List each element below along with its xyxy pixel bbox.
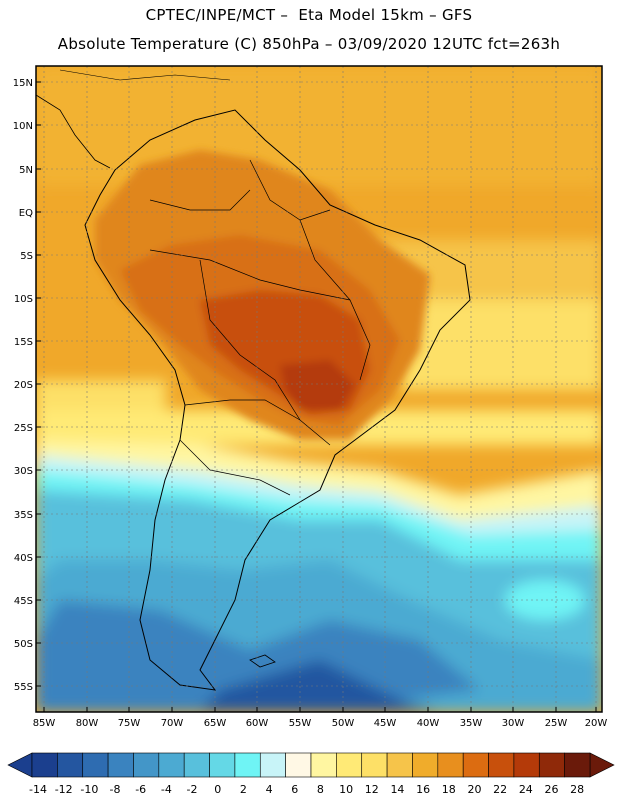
colorbar-label: 6 xyxy=(291,783,298,796)
lat-tick-label: 10N xyxy=(13,121,33,132)
colorbar-swatch xyxy=(183,752,210,778)
colorbar-label: 14 xyxy=(390,783,404,796)
lon-tick-label: 60W xyxy=(246,718,269,729)
colorbar-label: 22 xyxy=(493,783,507,796)
colorbar-label: 28 xyxy=(570,783,584,796)
colorbar-label: 24 xyxy=(519,783,533,796)
colorbar-label: -10 xyxy=(80,783,98,796)
colorbar-swatch xyxy=(259,752,286,778)
lon-tick-label: 45W xyxy=(374,718,397,729)
colorbar: -14 -12 -10 -8 -6 -4 -2 0 2 4 6 8 10 12 14 16 18 20 22 24 26… xyxy=(7,752,615,796)
lon-tick-label: 30W xyxy=(502,718,525,729)
colorbar-swatch xyxy=(285,752,312,778)
colorbar-under-arrow xyxy=(7,752,33,778)
colorbar-label: 18 xyxy=(442,783,456,796)
colorbar-label: 4 xyxy=(266,783,273,796)
map-title-line1: CPTEC/INPE/MCT – Eta Model 15km – GFS xyxy=(145,6,473,24)
falkland-islands xyxy=(249,654,276,668)
colorbar-swatch xyxy=(386,752,413,778)
longitude-axis: 85W 80W 75W 70W 65W 60W 55W 50W 45W 40W … xyxy=(33,718,608,729)
map-frame xyxy=(35,65,603,713)
colorbar-label: -8 xyxy=(110,783,121,796)
lat-tick-label: 40S xyxy=(14,553,33,564)
lat-tick-label: 45S xyxy=(14,596,33,607)
colorbar-label: 0 xyxy=(214,783,221,796)
colorbar-swatch xyxy=(336,752,363,778)
colorbar-swatch xyxy=(107,752,134,778)
country-borders xyxy=(149,249,351,301)
colorbar-swatch xyxy=(209,752,236,778)
colorbar-label: -4 xyxy=(161,783,172,796)
lat-tick-label: 5N xyxy=(19,165,33,176)
continent-coastline xyxy=(84,109,471,691)
lat-tick-label: 5S xyxy=(20,251,33,262)
colorbar-swatch xyxy=(412,752,439,778)
lat-tick-label: 55S xyxy=(14,682,33,693)
colorbar-label: -12 xyxy=(55,783,73,796)
colorbar-swatch xyxy=(538,752,565,778)
lat-tick-label: 25S xyxy=(14,423,33,434)
lon-tick-label: 75W xyxy=(118,718,141,729)
colorbar-swatch xyxy=(158,752,185,778)
colorbar-label: 12 xyxy=(365,783,379,796)
colorbar-label: 8 xyxy=(317,783,324,796)
colorbar-swatch xyxy=(488,752,515,778)
colorbar-swatch xyxy=(31,752,58,778)
lon-tick-label: 65W xyxy=(204,718,227,729)
colorbar-label: -6 xyxy=(135,783,146,796)
colorbar-labels: -14 -12 -10 -8 -6 -4 -2 0 2 4 6 8 10 12 14 16 18 20 22 24 26… xyxy=(29,783,584,796)
lon-tick-label: 70W xyxy=(161,718,184,729)
temperature-field xyxy=(36,66,602,712)
lon-tick-label: 20W xyxy=(585,718,608,729)
colorbar-label: -2 xyxy=(187,783,198,796)
colorbar-swatch xyxy=(437,752,464,778)
lon-tick-label: 35W xyxy=(460,718,483,729)
lat-tick-label: 15S xyxy=(14,337,33,348)
map-panel: 15N 10N 5N EQ 5S 10S 15S 20S 25S 30S 35S… xyxy=(13,65,608,729)
lat-tick-label: 35S xyxy=(14,510,33,521)
lat-tick-label: 20S xyxy=(14,380,33,391)
colorbar-swatch xyxy=(564,752,591,778)
lon-tick-label: 85W xyxy=(33,718,56,729)
lon-tick-label: 50W xyxy=(332,718,355,729)
lat-tick-label: 50S xyxy=(14,639,33,650)
colorbar-label: 10 xyxy=(339,783,353,796)
lon-tick-label: 80W xyxy=(76,718,99,729)
colorbar-swatch xyxy=(462,752,489,778)
colorbar-over-arrow xyxy=(589,752,615,778)
map-title-line2: Absolute Temperature (C) 850hPa – 03/09/… xyxy=(57,35,561,53)
colorbar-swatch xyxy=(513,752,540,778)
colorbar-label: 16 xyxy=(416,783,430,796)
lon-tick-label: 55W xyxy=(289,718,312,729)
latitude-axis: 15N 10N 5N EQ 5S 10S 15S 20S 25S 30S 35S… xyxy=(13,78,33,693)
colorbar-label: 20 xyxy=(467,783,481,796)
lat-tick-label: EQ xyxy=(19,208,33,219)
colorbar-swatches xyxy=(7,752,615,778)
colorbar-label: -14 xyxy=(29,783,47,796)
lat-lon-grid xyxy=(36,66,602,712)
lat-tick-label: 15N xyxy=(13,78,33,89)
central-america-coastline xyxy=(36,94,111,169)
colorbar-label: 2 xyxy=(240,783,247,796)
colorbar-swatch xyxy=(57,752,84,778)
colorbar-label: 26 xyxy=(544,783,558,796)
lon-tick-label: 25W xyxy=(545,718,568,729)
lon-tick-label: 40W xyxy=(417,718,440,729)
colorbar-swatch xyxy=(234,752,261,778)
colorbar-swatch xyxy=(361,752,388,778)
lat-tick-label: 10S xyxy=(14,294,33,305)
colorbar-swatch xyxy=(133,752,160,778)
colorbar-swatch xyxy=(310,752,337,778)
lat-tick-label: 30S xyxy=(14,466,33,477)
colorbar-swatch xyxy=(82,752,109,778)
